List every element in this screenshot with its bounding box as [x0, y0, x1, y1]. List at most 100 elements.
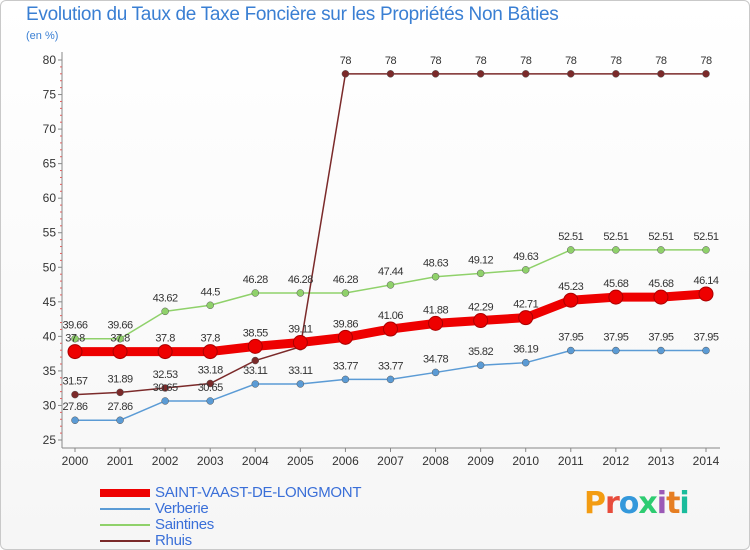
data-label-rhuis: 78	[655, 55, 667, 67]
x-tick-label: 2010	[512, 454, 539, 468]
data-point-verberie	[206, 397, 214, 405]
x-tick-label: 2003	[197, 454, 224, 468]
x-tick-label: 2014	[693, 454, 720, 468]
data-point-saint-vaast-de-longmont	[473, 313, 489, 329]
data-point-saint-vaast-de-longmont	[247, 338, 263, 354]
y-tick-label: 80	[43, 53, 57, 67]
data-point-saint-vaast-de-longmont	[563, 292, 579, 308]
data-point-rhuis	[386, 70, 395, 78]
proxiti-logo: Proxiti	[584, 486, 690, 521]
data-label-verberie: 30.65	[153, 382, 178, 394]
data-label-verberie: 37.95	[558, 332, 583, 344]
data-point-saint-vaast-de-longmont	[112, 344, 128, 360]
data-label-saintines: 46.28	[288, 274, 313, 286]
data-label-saintines: 46.28	[243, 274, 268, 286]
x-tick-label: 2006	[332, 454, 359, 468]
x-tick-label: 2009	[467, 454, 494, 468]
y-tick-label: 40	[43, 329, 57, 343]
data-label-saintines: 52.51	[603, 231, 628, 243]
data-label-saint-vaast-de-longmont: 37.8	[65, 333, 85, 345]
y-tick-label: 30	[43, 398, 57, 412]
data-label-saintines: 46.28	[333, 274, 358, 286]
data-label-saint-vaast-de-longmont: 41.06	[378, 310, 403, 322]
data-label-verberie: 33.77	[378, 360, 403, 372]
data-point-rhuis	[341, 70, 350, 78]
legend-item-saint-vaast: SAINT-VAAST-DE-LONGMONT	[100, 484, 420, 501]
data-point-saintines	[567, 246, 575, 254]
data-point-verberie	[341, 375, 350, 384]
data-label-verberie: 37.95	[603, 332, 628, 344]
data-point-saintines	[521, 266, 530, 274]
data-point-saintines	[476, 269, 485, 278]
data-label-saint-vaast-de-longmont: 37.8	[201, 333, 221, 345]
logo-letter: i	[656, 486, 667, 521]
x-tick-label: 2008	[422, 454, 449, 468]
legend-label-saintines: Saintines	[155, 516, 215, 533]
data-label-saint-vaast-de-longmont: 37.8	[110, 333, 130, 345]
data-label-rhuis: 31.89	[108, 373, 133, 385]
data-point-rhuis	[251, 356, 260, 365]
legend-swatch-rhuis	[100, 540, 150, 542]
data-label-verberie: 30.65	[198, 382, 223, 394]
data-label-saint-vaast-de-longmont: 37.8	[155, 333, 175, 345]
data-point-rhuis	[702, 70, 710, 78]
data-point-verberie	[71, 416, 79, 424]
data-label-rhuis: 78	[430, 55, 442, 67]
data-label-saintines: 39.66	[62, 320, 87, 332]
data-label-saint-vaast-de-longmont: 39.86	[333, 318, 358, 330]
data-label-rhuis: 33.18	[198, 364, 223, 376]
data-label-saintines: 39.66	[108, 320, 133, 332]
data-label-rhuis: 78	[700, 55, 712, 67]
y-tick-label: 35	[43, 364, 57, 378]
legend-item-saintines: Saintines	[100, 516, 420, 533]
data-label-saintines: 52.51	[558, 231, 583, 243]
data-point-rhuis	[116, 388, 124, 397]
logo-letter: o	[618, 486, 640, 521]
x-tick-label: 2007	[377, 454, 404, 468]
data-point-saint-vaast-de-longmont	[383, 321, 398, 337]
x-tick-label: 2005	[287, 454, 314, 468]
logo-letter: x	[638, 486, 657, 521]
data-label-verberie: 27.86	[108, 401, 133, 413]
data-label-saintines: 52.51	[648, 231, 673, 243]
logo-letter: P	[584, 486, 606, 521]
data-label-verberie: 35.82	[468, 346, 493, 358]
data-label-saint-vaast-de-longmont: 42.29	[468, 302, 493, 314]
x-tick-label: 2000	[62, 454, 89, 468]
legend-swatch-verberie	[100, 508, 150, 510]
x-tick-label: 2011	[558, 454, 584, 468]
legend-swatch-saintines	[100, 524, 150, 526]
data-point-saintines	[251, 289, 260, 297]
data-label-saint-vaast-de-longmont: 45.68	[603, 278, 628, 290]
y-tick-label: 70	[43, 122, 57, 136]
data-point-rhuis	[612, 70, 620, 78]
data-label-saint-vaast-de-longmont: 45.23	[558, 281, 583, 293]
data-point-verberie	[116, 416, 124, 424]
data-label-rhuis: 78	[565, 55, 577, 67]
data-label-verberie: 37.95	[693, 332, 718, 344]
data-label-verberie: 33.11	[243, 365, 268, 377]
logo-letter: r	[605, 486, 620, 521]
data-label-verberie: 36.19	[513, 344, 538, 356]
data-label-saintines: 49.63	[513, 251, 538, 263]
data-label-saintines: 49.12	[468, 254, 493, 266]
x-tick-label: 2004	[242, 454, 269, 468]
y-tick-label: 65	[43, 157, 57, 171]
legend-label-verberie: Verberie	[155, 500, 209, 517]
data-label-saint-vaast-de-longmont: 46.14	[693, 275, 718, 287]
data-point-saintines	[386, 281, 395, 289]
data-label-verberie: 27.86	[62, 401, 87, 413]
data-point-saint-vaast-de-longmont	[518, 310, 534, 326]
data-label-verberie: 33.11	[288, 365, 313, 377]
legend-item-rhuis: Rhuis	[100, 532, 420, 549]
data-point-verberie	[567, 346, 575, 355]
data-label-rhuis: 78	[610, 55, 622, 67]
data-label-saintines: 47.44	[378, 266, 403, 278]
data-point-saintines	[612, 246, 620, 254]
y-tick-label: 45	[43, 295, 57, 309]
data-label-saintines: 52.51	[693, 231, 718, 243]
data-point-verberie	[521, 358, 530, 367]
y-axis-unit-label: (en %)	[26, 30, 59, 42]
